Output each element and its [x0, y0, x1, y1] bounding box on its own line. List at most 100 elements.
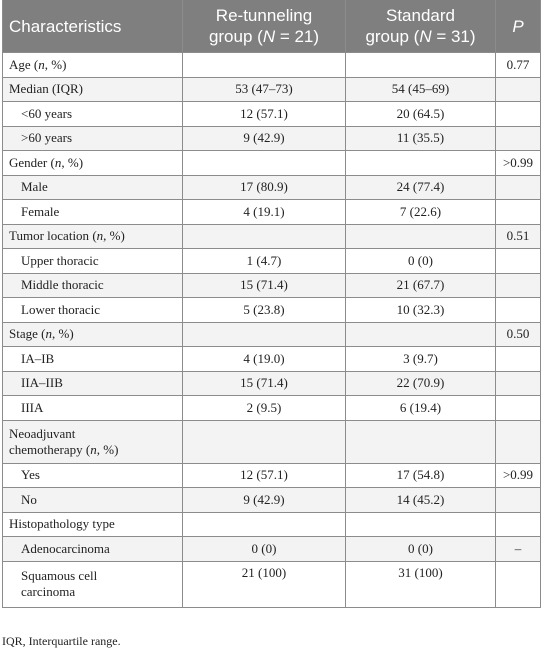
row-label: Age (n, %)	[2, 52, 183, 78]
cell-standard	[345, 419, 496, 464]
table-header-row: Characteristics Re-tunneling group (N = …	[2, 0, 541, 53]
cell-standard: 0 (0)	[345, 248, 496, 274]
header-retunneling-group: Re-tunneling group (N = 21)	[182, 0, 346, 53]
cell-standard	[345, 321, 496, 347]
table-row: No 9 (42.9) 14 (45.2)	[2, 487, 541, 513]
row-label-line2: carcinoma	[21, 584, 76, 599]
cell-retunneling: 1 (4.7)	[182, 248, 346, 274]
row-label: Middle thoracic	[2, 272, 183, 298]
cell-retunneling: 15 (71.4)	[182, 370, 346, 396]
cell-retunneling: 4 (19.1)	[182, 199, 346, 225]
cell-p-value: 0.77	[495, 52, 541, 78]
row-label: Lower thoracic	[2, 297, 183, 323]
row-label: Upper thoracic	[2, 248, 183, 274]
header-retunneling-line1: Re-tunneling	[215, 6, 313, 25]
cell-retunneling: 0 (0)	[182, 536, 346, 562]
table-row: IIA–IIB 15 (71.4) 22 (70.9)	[2, 370, 541, 396]
table-row: Lower thoracic 5 (23.8) 10 (32.3)	[2, 297, 541, 323]
row-label: Female	[2, 199, 183, 225]
cell-p-value: >0.99	[495, 150, 541, 176]
row-label: Neoadjuvant chemotherapy (n, %)	[2, 419, 183, 464]
cell-p-value	[495, 199, 541, 225]
row-label: Adenocarcinoma	[2, 536, 183, 562]
table-row: Gender (n, %) >0.99	[2, 150, 541, 176]
cell-p-value: 0.51	[495, 223, 541, 249]
table-row: IIIA 2 (9.5) 6 (19.4)	[2, 395, 541, 421]
table-footnote: IQR, Interquartile range.	[2, 634, 121, 648]
row-label: Stage (n, %)	[2, 321, 183, 347]
row-label: IIIA	[2, 395, 183, 421]
cell-p-value	[495, 125, 541, 151]
header-standard-line1: Standard	[386, 6, 455, 25]
cell-p-value	[495, 174, 541, 200]
table-row: Female 4 (19.1) 7 (22.6)	[2, 199, 541, 225]
table-row: Middle thoracic 15 (71.4) 21 (67.7)	[2, 272, 541, 298]
cell-p-value: >0.99	[495, 462, 541, 488]
row-label: Squamous cell carcinoma	[2, 560, 183, 608]
row-label-line1: Squamous cell	[21, 568, 98, 583]
cell-retunneling: 5 (23.8)	[182, 297, 346, 323]
cell-standard	[345, 150, 496, 176]
cell-p-value: 0.50	[495, 321, 541, 347]
cell-p-value	[495, 487, 541, 513]
cell-standard: 11 (35.5)	[345, 125, 496, 151]
header-retunneling-n-val: = 21)	[275, 27, 320, 46]
table-row: Age (n, %) 0.77	[2, 52, 541, 78]
row-label-text: Gender	[9, 154, 48, 170]
cell-retunneling	[182, 52, 346, 78]
cell-retunneling	[182, 511, 346, 537]
cell-p-value	[495, 395, 541, 421]
row-label-text: Stage	[9, 326, 38, 342]
cell-p-value	[495, 346, 541, 372]
header-standard-group: Standard group (N = 31)	[345, 0, 496, 53]
table-row: IA–IB 4 (19.0) 3 (9.7)	[2, 346, 541, 372]
cell-standard: 10 (32.3)	[345, 297, 496, 323]
header-standard-n-var: N	[419, 27, 432, 46]
header-standard-line2-prefix: group (	[365, 27, 420, 46]
cell-retunneling: 9 (42.9)	[182, 125, 346, 151]
header-p-value: P	[495, 0, 541, 53]
row-label: Yes	[2, 462, 183, 488]
cell-retunneling: 4 (19.0)	[182, 346, 346, 372]
cell-standard: 14 (45.2)	[345, 487, 496, 513]
cell-retunneling: 12 (57.1)	[182, 101, 346, 127]
cell-standard: 6 (19.4)	[345, 395, 496, 421]
header-retunneling-line2-prefix: group (	[208, 27, 263, 46]
cell-p-value	[495, 76, 541, 102]
characteristics-table: Characteristics Re-tunneling group (N = …	[2, 0, 541, 608]
cell-p-value	[495, 297, 541, 323]
cell-retunneling	[182, 223, 346, 249]
cell-standard: 7 (22.6)	[345, 199, 496, 225]
cell-standard: 54 (45–69)	[345, 76, 496, 102]
cell-standard: 0 (0)	[345, 536, 496, 562]
cell-standard	[345, 511, 496, 537]
cell-retunneling: 53 (47–73)	[182, 76, 346, 102]
cell-standard: 17 (54.8)	[345, 462, 496, 488]
row-label: Gender (n, %)	[2, 150, 183, 176]
cell-standard	[345, 223, 496, 249]
table-row: Tumor location (n, %) 0.51	[2, 223, 541, 249]
cell-retunneling	[182, 150, 346, 176]
cell-standard: 3 (9.7)	[345, 346, 496, 372]
cell-p-value	[495, 101, 541, 127]
row-label: Male	[2, 174, 183, 200]
row-label: Tumor location (n, %)	[2, 223, 183, 249]
cell-p-value	[495, 272, 541, 298]
row-label: IA–IB	[2, 346, 183, 372]
header-standard-n-val: = 31)	[431, 27, 476, 46]
table-row: Histopathology type	[2, 511, 541, 537]
cell-standard: 22 (70.9)	[345, 370, 496, 396]
table-row: Adenocarcinoma 0 (0) 0 (0) –	[2, 536, 541, 562]
cell-standard: 24 (77.4)	[345, 174, 496, 200]
row-label: Histopathology type	[2, 511, 183, 537]
cell-retunneling: 2 (9.5)	[182, 395, 346, 421]
header-retunneling-n-var: N	[262, 27, 276, 46]
table-row: <60 years 12 (57.1) 20 (64.5)	[2, 101, 541, 127]
cell-p-value	[495, 511, 541, 537]
cell-p-value	[495, 560, 541, 608]
row-label: IIA–IIB	[2, 370, 183, 396]
cell-retunneling: 9 (42.9)	[182, 487, 346, 513]
cell-p-value: –	[495, 536, 541, 562]
cell-standard: 31 (100)	[345, 560, 496, 608]
cell-retunneling: 12 (57.1)	[182, 462, 346, 488]
